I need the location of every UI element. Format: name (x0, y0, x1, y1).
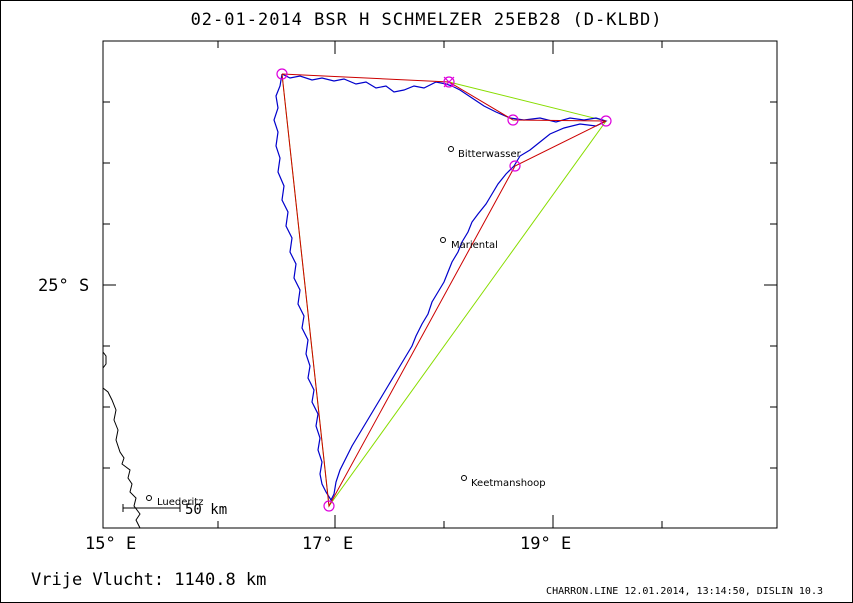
optimized-route (281, 73, 607, 508)
turnpoint-3 (507, 114, 519, 126)
left-ticks (103, 101, 116, 469)
town-label-mariental: Mariental (451, 240, 498, 251)
turnpoint-5 (509, 160, 521, 172)
lat-label: 25° S (38, 276, 90, 296)
bottom-ticks (217, 515, 663, 528)
lon-label-17: 17° E (302, 534, 354, 554)
turnpoint-1 (276, 68, 288, 80)
scale-bar: 50 km (122, 502, 227, 518)
lon-label-19: 19° E (520, 534, 572, 554)
top-ticks (217, 41, 663, 54)
town-marker-mariental (440, 237, 446, 243)
town-label-luederitz: Luederitz (157, 497, 203, 508)
task-route (281, 73, 607, 508)
flight-track (273, 73, 608, 502)
turnpoint-2 (443, 76, 455, 88)
turnpoint-6 (323, 500, 335, 512)
map-border (102, 40, 778, 529)
chart-title: 02-01-2014 BSR H SCHMELZER 25EB28 (D-KLB… (190, 10, 663, 30)
credit-line: CHARRON.LINE 12.01.2014, 13:14:50, DISLI… (546, 586, 823, 597)
town-label-keetmanshoop: Keetmanshoop (471, 478, 546, 489)
lon-label-15: 15° E (85, 534, 137, 554)
distance-readout: Vrije Vlucht: 1140.8 km (31, 570, 267, 590)
turnpoint-4 (600, 115, 612, 127)
town-label-bitterwasser: Bitterwasser (458, 149, 522, 160)
town-marker-luederitz (146, 495, 152, 501)
towns: Bitterwasser Mariental Keetmanshoop Lued… (146, 146, 546, 508)
turnpoints (276, 68, 612, 512)
scale-bar-label: 50 km (185, 502, 227, 518)
coastline-path (102, 351, 141, 529)
right-ticks (764, 101, 777, 469)
town-marker-keetmanshoop (461, 475, 467, 481)
town-marker-bitterwasser (448, 146, 454, 152)
